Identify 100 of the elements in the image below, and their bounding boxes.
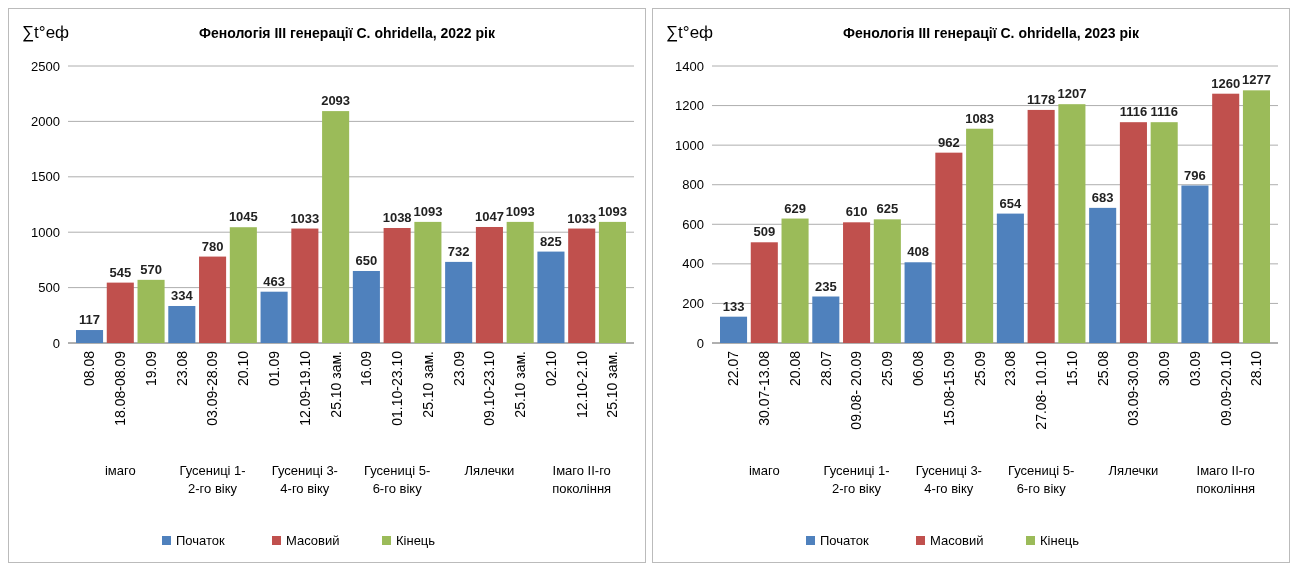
bar	[106, 282, 134, 343]
x-tick-label: 18.08-08.09	[112, 350, 129, 426]
data-label: 1047	[474, 208, 504, 224]
x-tick-label: 01.09	[266, 350, 282, 387]
bar	[812, 296, 840, 343]
x-tick-label: 25.10 зам.	[512, 351, 529, 418]
bar	[76, 330, 104, 343]
bar	[414, 221, 442, 343]
bar	[322, 111, 350, 343]
y-tick-label: 1000	[675, 137, 704, 153]
x-tick-label: 23.09	[450, 350, 467, 387]
text: Гусениці 1-2-го віку	[179, 463, 246, 496]
x-tick-label: 22.07	[725, 350, 742, 387]
bar	[720, 316, 748, 343]
y-axis-title: ∑t°еф	[22, 23, 70, 42]
x-tick-label: 23.08	[173, 350, 190, 387]
x-tick-label: 03.09-30.09	[1125, 350, 1142, 426]
x-tick-label: 03.09	[1186, 350, 1203, 387]
text: Імаго ІІ-го покоління	[1196, 463, 1256, 496]
data-label: 133	[722, 298, 745, 314]
data-label: 408	[907, 244, 929, 260]
x-tick-label: 09.10-23.10	[481, 350, 498, 426]
data-label: 509	[753, 224, 776, 240]
data-label: 1277	[1242, 72, 1271, 88]
y-axis-title: ∑t°еф	[666, 23, 714, 42]
legend-label: Кінець	[396, 533, 436, 548]
text: Лялечки	[464, 463, 515, 478]
x-tick-label: 20.10	[235, 350, 252, 387]
bar	[966, 128, 994, 343]
bar	[475, 226, 503, 343]
text: Імаго ІІ-го покоління	[552, 463, 612, 496]
x-tick-label: 08.08	[81, 350, 98, 387]
data-label: 1093	[413, 203, 443, 219]
y-tick-label: 2000	[31, 113, 60, 129]
bar	[873, 219, 901, 343]
x-tick-label: 27.08- 10.10	[1033, 350, 1050, 430]
data-label: 780	[201, 238, 224, 254]
data-label: 650	[355, 252, 378, 268]
bar	[843, 222, 871, 343]
data-label: 732	[447, 243, 470, 259]
bar	[352, 270, 380, 343]
data-label: 1116	[1119, 104, 1148, 120]
x-tick-label: 02.10	[542, 350, 559, 387]
bar	[137, 279, 165, 343]
bar	[1058, 104, 1086, 343]
bar	[996, 213, 1024, 343]
bar	[1212, 93, 1240, 343]
bar	[445, 261, 473, 343]
x-tick-label: 28.07	[817, 350, 834, 387]
y-tick-label: 2500	[31, 58, 60, 74]
bar	[935, 152, 963, 343]
x-tick-label: 01.10-23.10	[389, 350, 406, 426]
y-tick-label: 0	[696, 335, 704, 351]
bar	[168, 305, 196, 343]
y-tick-label: 400	[682, 256, 704, 272]
data-label: 610	[845, 204, 868, 220]
chart-title: Фенологія ІІІ генерації C. ohridella, 2022 рік	[198, 25, 496, 41]
x-tick-label: 23.08	[1002, 350, 1019, 387]
data-label: 1083	[965, 110, 995, 126]
bar	[260, 291, 288, 343]
text: Гусениці 3-4-го віку	[271, 463, 338, 496]
data-label: 654	[999, 195, 1022, 211]
data-label: 1207	[1057, 86, 1087, 102]
data-label: 625	[876, 201, 899, 217]
data-label: 1038	[382, 209, 412, 225]
legend-label: Кінець	[1040, 533, 1080, 548]
data-label: 334	[170, 287, 194, 303]
text: Гусениці 5-6-го віку	[364, 463, 431, 496]
data-label: 1033	[290, 210, 320, 226]
x-tick-label: 19.09	[142, 350, 159, 387]
bar	[506, 221, 534, 343]
bar	[383, 227, 411, 343]
data-label: 545	[109, 264, 132, 280]
chart-title: Фенологія ІІІ генерації C. ohridella, 2023 рік	[842, 25, 1140, 41]
data-label: 235	[814, 278, 837, 294]
bar	[1150, 122, 1178, 343]
bar	[1181, 185, 1209, 343]
text: імаго	[104, 463, 136, 478]
bar	[598, 221, 626, 343]
text: Гусениці 3-4-го віку	[915, 463, 982, 496]
x-tick-label: 25.10 зам.	[419, 351, 436, 418]
x-tick-label: 25.09	[971, 350, 988, 387]
x-tick-label: 30.07-13.08	[756, 350, 773, 426]
text: Гусениці 1-2-го віку	[823, 463, 890, 496]
legend-label: Масовий	[930, 533, 984, 548]
x-tick-label: 28.10	[1248, 350, 1265, 387]
y-tick-label: 800	[682, 177, 704, 193]
data-label: 570	[140, 261, 162, 277]
x-tick-label: 25.08	[1094, 350, 1111, 387]
text: імаго	[748, 463, 780, 478]
y-tick-label: 500	[38, 280, 60, 296]
data-label: 1093	[598, 203, 627, 219]
data-label: 2093	[321, 93, 351, 109]
x-tick-label: 25.09	[879, 350, 896, 387]
y-tick-label: 0	[52, 335, 60, 351]
legend-label: Масовий	[286, 533, 340, 548]
bar	[568, 228, 596, 343]
bar	[781, 218, 809, 343]
legend-label: Початок	[820, 533, 870, 548]
x-tick-label: 16.09	[358, 350, 375, 387]
